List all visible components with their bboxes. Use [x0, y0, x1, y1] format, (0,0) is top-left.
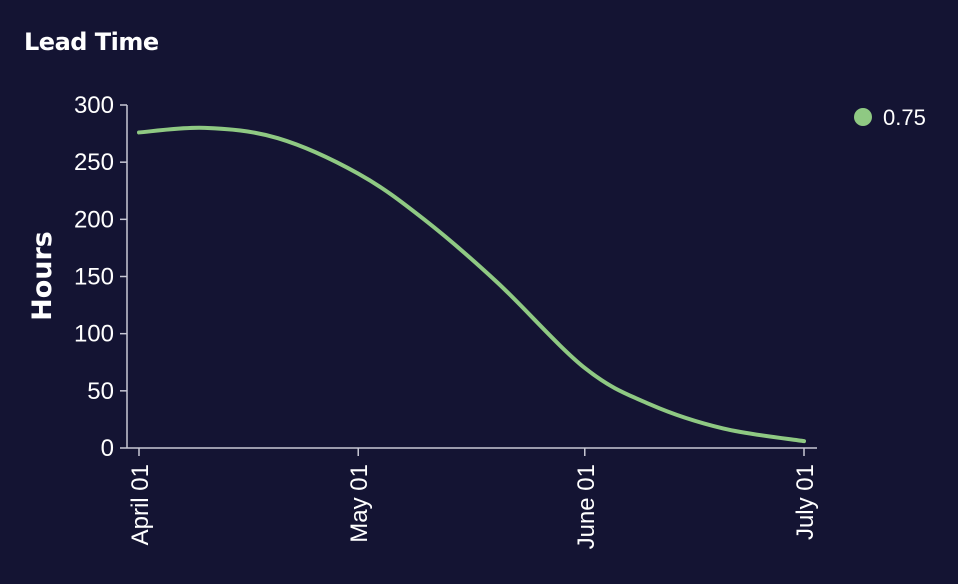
y-tick-label: 200: [74, 206, 114, 233]
y-axis: 0 50 100 150 200 250 300: [74, 92, 128, 462]
x-axis: April 01 May 01 June 01 July 01: [127, 447, 819, 549]
x-tick-label: April 01: [127, 464, 154, 545]
y-tick-label: 150: [74, 264, 114, 291]
x-tick-label: June 01: [573, 464, 600, 549]
x-tick-label: July 01: [792, 464, 819, 540]
series-layer: [137, 125, 806, 444]
y-axis-title: Hours: [27, 231, 58, 321]
legend-marker[interactable]: [854, 108, 872, 126]
chart-title: Lead Time: [24, 28, 159, 56]
x-tick-label: May 01: [346, 464, 373, 543]
y-tick-label: 100: [74, 321, 114, 348]
series-line[interactable]: [137, 125, 806, 444]
legend-label[interactable]: 0.75: [883, 105, 926, 130]
y-tick-label: 300: [74, 92, 114, 119]
legend[interactable]: 0.75: [854, 105, 926, 130]
y-tick-label: 250: [74, 149, 114, 176]
y-tick-label: 0: [101, 435, 114, 462]
y-tick-label: 50: [87, 378, 114, 405]
